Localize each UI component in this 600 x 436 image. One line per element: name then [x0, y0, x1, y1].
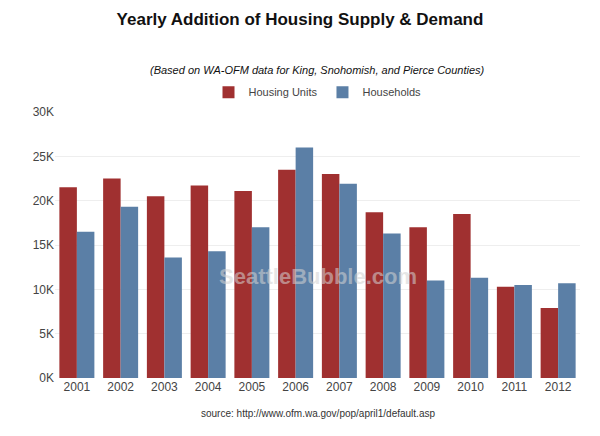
svg-text:2011: 2011 [501, 380, 527, 394]
svg-text:SeattleBubble.com: SeattleBubble.com [219, 264, 417, 289]
svg-text:10K: 10K [33, 283, 54, 297]
svg-text:2003: 2003 [151, 380, 178, 394]
svg-text:Housing Units: Housing Units [249, 86, 318, 98]
svg-text:(Based on WA-OFM data for King: (Based on WA-OFM data for King, Snohomis… [150, 64, 485, 76]
svg-text:2012: 2012 [545, 380, 572, 394]
svg-text:Households: Households [362, 86, 421, 98]
svg-text:5K: 5K [39, 327, 54, 341]
svg-text:0K: 0K [39, 371, 54, 385]
svg-text:2009: 2009 [414, 380, 441, 394]
svg-text:2005: 2005 [239, 380, 266, 394]
svg-text:2004: 2004 [195, 380, 222, 394]
svg-text:2002: 2002 [107, 380, 134, 394]
svg-text:25K: 25K [33, 150, 54, 164]
svg-text:2006: 2006 [282, 380, 309, 394]
svg-text:15K: 15K [33, 238, 54, 252]
svg-text:2010: 2010 [457, 380, 484, 394]
svg-text:30K: 30K [33, 105, 54, 119]
svg-text:Yearly Addition of Housing Sup: Yearly Addition of Housing Supply & Dema… [117, 10, 484, 29]
svg-text:2008: 2008 [370, 380, 397, 394]
svg-text:2007: 2007 [326, 380, 353, 394]
svg-text:20K: 20K [33, 194, 54, 208]
svg-text:2001: 2001 [64, 380, 91, 394]
svg-text:source: http://www.ofm.wa.gov/: source: http://www.ofm.wa.gov/pop/april1… [201, 408, 435, 419]
